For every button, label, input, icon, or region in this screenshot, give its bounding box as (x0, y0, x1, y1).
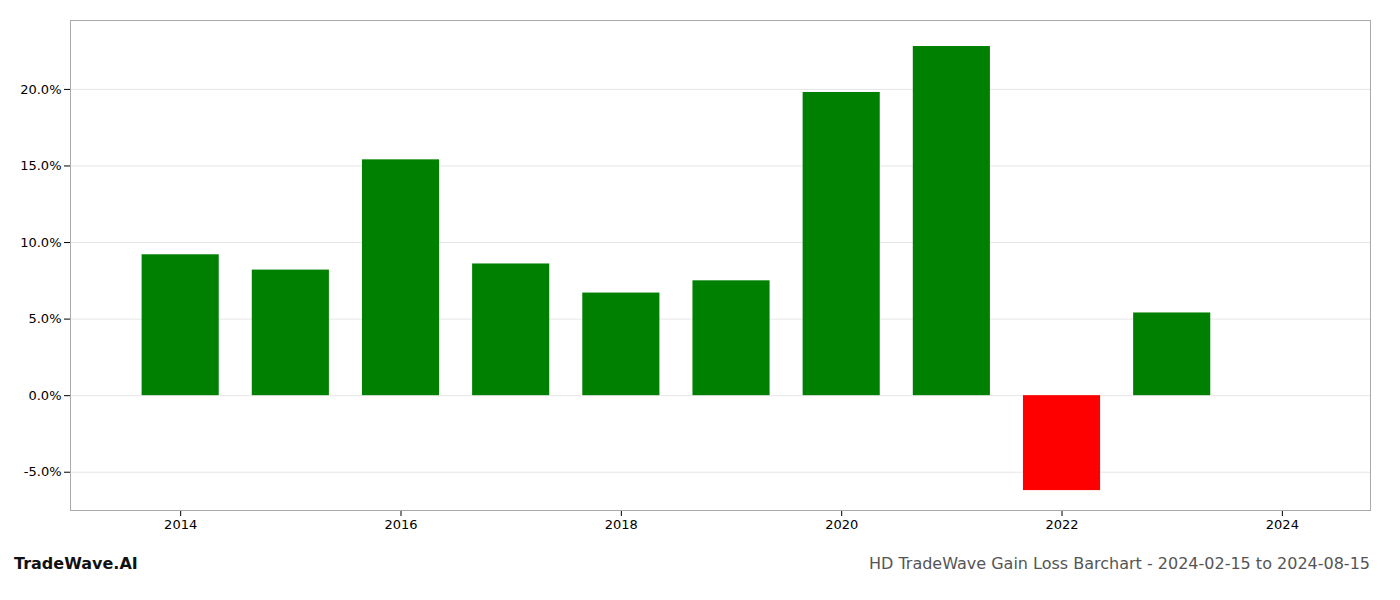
svg-text:15.0%: 15.0% (20, 158, 61, 173)
svg-text:2020: 2020 (825, 517, 858, 532)
svg-text:20.0%: 20.0% (20, 82, 61, 97)
svg-text:-5.0%: -5.0% (24, 464, 62, 479)
svg-text:2024: 2024 (1266, 517, 1299, 532)
html-text:HD TradeWave Gain Loss Barchar: HD TradeWave Gain Loss Barchart - 2024-0… (869, 554, 1370, 573)
svg-text:2018: 2018 (605, 517, 638, 532)
html-text:TradeWave.AI: TradeWave.AI (14, 554, 138, 573)
svg-text:2022: 2022 (1045, 517, 1078, 532)
svg-text:2014: 2014 (164, 517, 197, 532)
svg-text:5.0%: 5.0% (28, 311, 61, 326)
svg-text:2016: 2016 (384, 517, 417, 532)
svg-text:0.0%: 0.0% (28, 388, 61, 403)
svg-text:10.0%: 10.0% (20, 235, 61, 250)
